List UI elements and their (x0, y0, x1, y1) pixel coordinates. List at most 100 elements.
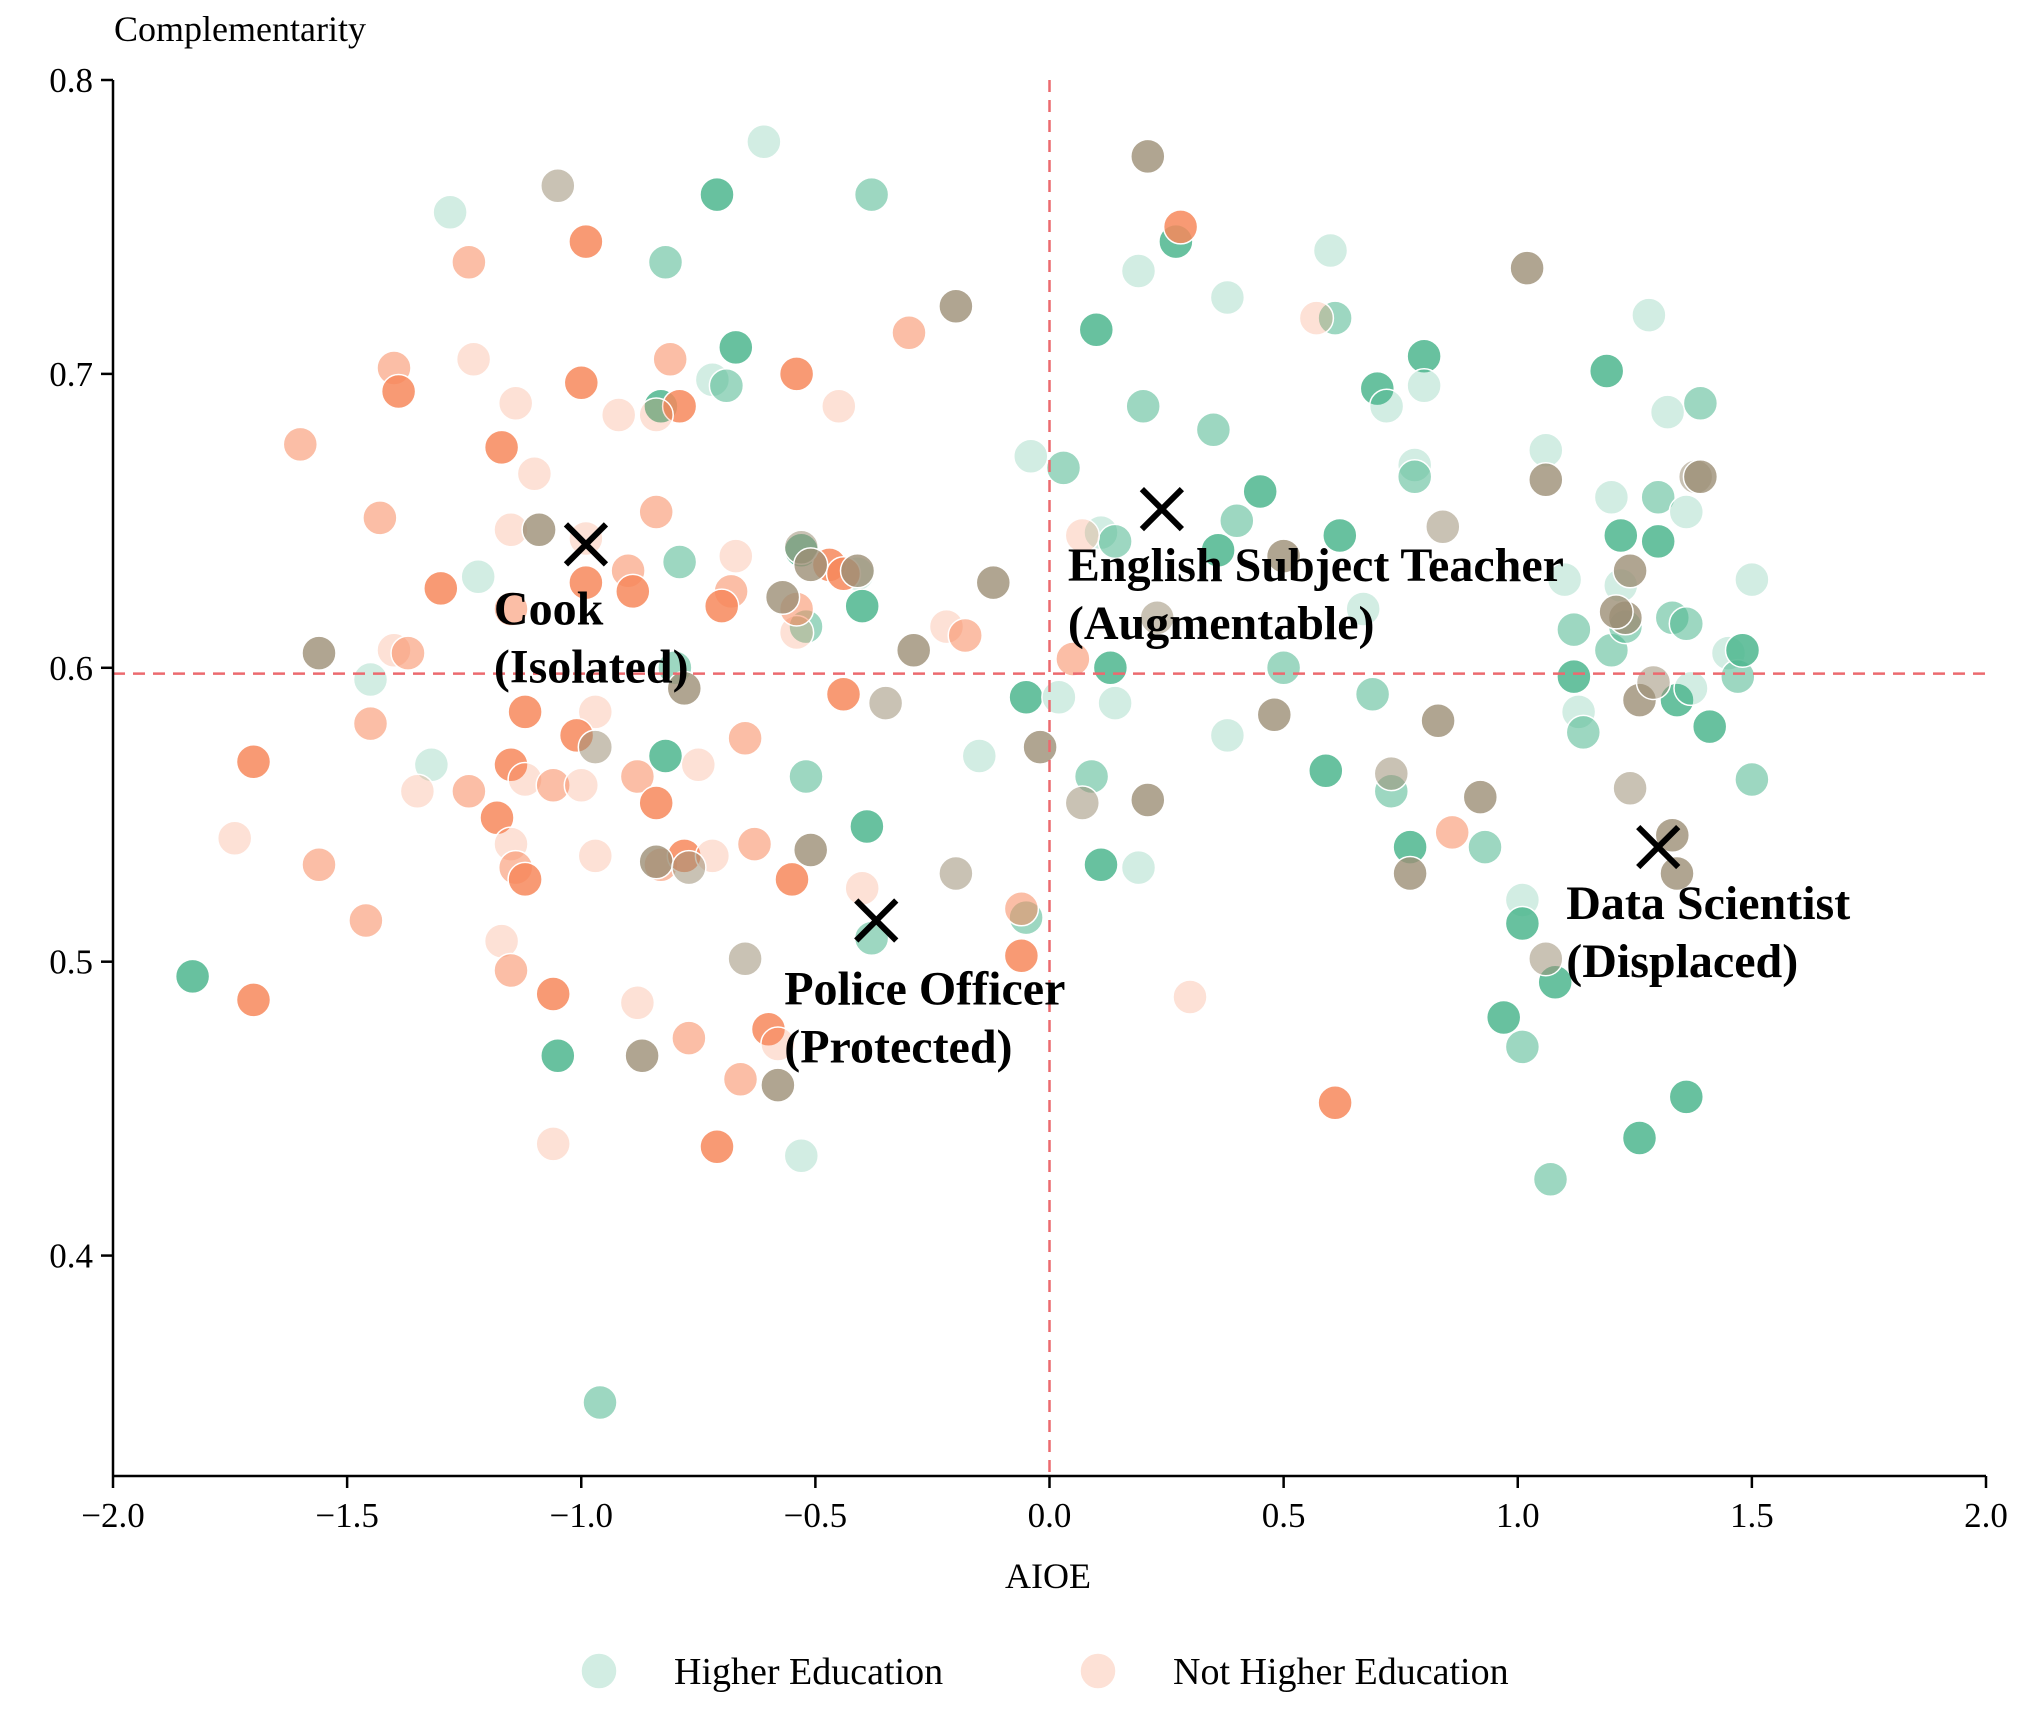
not_higher-point (282, 426, 319, 463)
annotation-label: Data Scientist (1566, 877, 1850, 930)
overlap-point (1635, 664, 1672, 701)
not_higher-point (727, 720, 763, 757)
higher-point (647, 738, 684, 774)
higher-point (1621, 1120, 1658, 1156)
y-tick-label: 0.6 (49, 649, 93, 688)
higher-point (1354, 676, 1391, 712)
not_higher-point (825, 676, 862, 712)
x-tick-label: 1.0 (1496, 1496, 1540, 1535)
higher-point (1120, 849, 1157, 886)
overlap-point (540, 168, 576, 204)
not_higher-point (1064, 517, 1101, 554)
overlap-point (938, 288, 974, 325)
not_higher-point (947, 617, 983, 654)
not_higher-point (497, 385, 534, 422)
higher-point (1345, 591, 1381, 627)
not_higher-point (638, 494, 674, 530)
not_higher-point (362, 500, 398, 536)
not_higher-point (301, 846, 337, 883)
not_higher-point (722, 1061, 759, 1097)
legend-marker (1079, 1652, 1117, 1690)
higher-point (1008, 679, 1044, 715)
overlap-point (624, 1037, 660, 1074)
overlap-point (1598, 594, 1634, 630)
legend-label: Not Higher Education (1173, 1651, 1509, 1693)
overlap-point (1659, 855, 1695, 892)
not_higher-point (718, 538, 754, 574)
higher-point (1359, 370, 1396, 407)
overlap-point (1612, 770, 1648, 807)
annotation-marker (854, 898, 899, 943)
not_higher-point (1172, 979, 1208, 1015)
higher-point (1195, 411, 1232, 448)
higher-point (718, 329, 754, 366)
higher-point (1083, 846, 1119, 883)
higher-point (1045, 450, 1082, 486)
overlap-point (638, 844, 674, 880)
not_higher-point (507, 861, 543, 898)
higher-point (1219, 503, 1255, 539)
higher-point (1593, 479, 1630, 516)
overlap-point (1528, 461, 1564, 498)
not_higher-point (568, 223, 604, 260)
overlap-point (1682, 459, 1719, 495)
not_higher-point (638, 785, 674, 821)
higher-point (844, 588, 880, 624)
not_higher-point (493, 952, 529, 989)
not_higher-point (455, 341, 492, 377)
higher-point (1724, 632, 1761, 668)
higher-point (1668, 605, 1705, 642)
higher-point (1504, 1029, 1541, 1065)
not_higher-point (699, 1129, 735, 1165)
overlap-point (792, 547, 829, 583)
higher-point (661, 544, 698, 580)
not_higher-point (493, 747, 529, 783)
overlap-point (792, 832, 829, 868)
overlap-point (1392, 855, 1428, 892)
not_higher-point (774, 861, 810, 898)
overlap-point (671, 849, 707, 886)
higher-point (1013, 438, 1049, 474)
not_higher-point (423, 570, 459, 607)
annotation-category: (Augmentable) (1068, 597, 1375, 650)
overlap-point (975, 564, 1012, 601)
higher-point (582, 1384, 618, 1421)
higher-point (1673, 670, 1709, 707)
higher-point (352, 661, 389, 698)
higher-point (1546, 561, 1583, 598)
not_higher-point (493, 591, 529, 627)
overlap-point (1509, 250, 1545, 286)
not_higher-point (451, 244, 487, 280)
overlap-point (1425, 508, 1461, 545)
annotation-category: (Displaced) (1566, 935, 1798, 988)
overlap-point (666, 670, 703, 707)
x-tick-label: 2.0 (1964, 1496, 2008, 1535)
not_higher-point (235, 982, 272, 1018)
not_higher-point (390, 635, 426, 671)
not_higher-point (1003, 938, 1040, 974)
annotation-category: (Isolated) (494, 640, 689, 693)
higher-point (1242, 473, 1278, 510)
overlap-point (1528, 940, 1564, 977)
higher-point (1588, 353, 1625, 389)
higher-point (1556, 611, 1592, 648)
not_higher-point (778, 356, 815, 392)
not_higher-point (352, 705, 389, 742)
not_higher-point (507, 694, 543, 730)
higher-point (1467, 829, 1503, 865)
not_higher-point (652, 341, 688, 377)
not_higher-point (1003, 891, 1040, 927)
higher-point (1396, 459, 1433, 495)
overlap-point (301, 635, 337, 671)
higher-point (1556, 658, 1592, 695)
higher-point (1406, 338, 1442, 375)
not_higher-point (577, 694, 614, 730)
not_higher-point (516, 456, 553, 492)
legend: Higher Education Not Higher Education (580, 1651, 1509, 1693)
higher-point (174, 958, 211, 995)
y-axis-title: Complementarity (114, 9, 366, 49)
higher-point (1640, 479, 1676, 516)
not_higher-point (535, 1126, 571, 1162)
not_higher-point (563, 767, 600, 804)
higher-point (849, 808, 885, 845)
